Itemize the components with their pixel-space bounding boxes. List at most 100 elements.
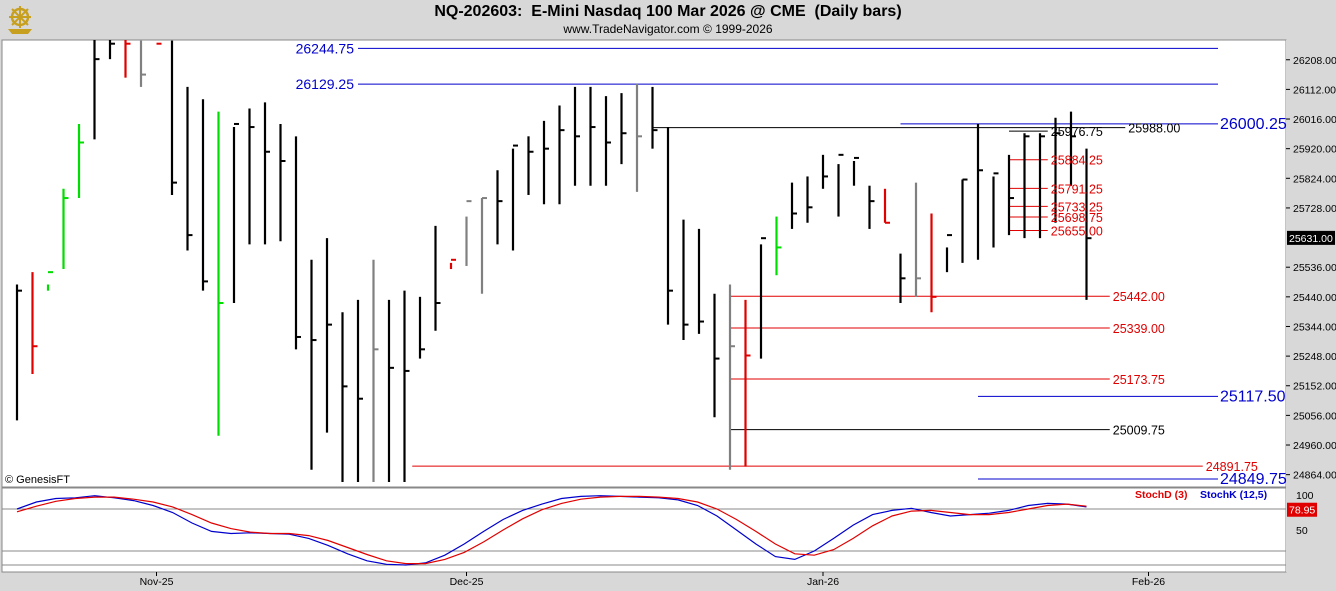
price-tick-label: 25344.00 — [1293, 321, 1336, 333]
ohlc-bar — [573, 86, 580, 186]
ohlc-bar — [418, 296, 425, 359]
stoch-last-label: 78.95 — [1289, 505, 1315, 517]
chart-header: NQ-202603: E-Mini Nasdaq 100 Mar 2026 @ … — [0, 0, 1336, 40]
ohlc-bar — [589, 86, 596, 186]
ohlc-bar — [124, 40, 131, 78]
ohlc-bar — [108, 40, 115, 60]
ohlc-bar — [511, 144, 518, 251]
ohlc-bar — [1069, 111, 1076, 186]
ohlc-bar — [635, 83, 642, 192]
ohlc-bar — [372, 259, 379, 483]
ohlc-bar — [387, 299, 394, 483]
ohlc-bar — [356, 299, 363, 483]
ohlc-bar — [728, 284, 735, 470]
price-tick-label: 24864.00 — [1293, 470, 1336, 482]
ohlc-bar — [775, 216, 782, 276]
level-label-11: 25339.00 — [1113, 322, 1165, 336]
stoch-series — [16, 495, 1087, 565]
ohlc-bar — [341, 312, 348, 483]
stoch-tick-label: 50 — [1296, 525, 1308, 537]
price-tick-label: 25920.00 — [1293, 144, 1336, 156]
ohlc-bar — [744, 299, 751, 467]
ohlc-bar — [790, 182, 797, 229]
ohlc-bar — [527, 136, 534, 195]
stoch-last-box — [1287, 502, 1317, 517]
level-label-5: 25884.25 — [1051, 154, 1103, 168]
ohlc-bar — [821, 154, 828, 189]
ohlc-bar — [883, 188, 890, 224]
ohlc-bar — [46, 271, 53, 291]
ohlc-bar — [620, 93, 627, 165]
level-label-15: 24891.75 — [1206, 460, 1258, 474]
ohlc-bar — [31, 272, 38, 375]
watermark: © GenesisFT — [5, 474, 70, 486]
ohlc-bar — [434, 225, 441, 331]
level-label-4: 25976.75 — [1051, 125, 1103, 139]
ohlc-bar — [1038, 133, 1045, 239]
ohlc-bar — [201, 99, 208, 291]
level-label-1: 26129.25 — [296, 76, 355, 92]
ohlc-bar — [945, 234, 952, 273]
level-label-2: 26000.25 — [1220, 116, 1287, 133]
level-label-14: 25009.75 — [1113, 424, 1165, 438]
ohlc-bar — [666, 127, 673, 325]
ohlc-bar — [806, 176, 813, 223]
ohlc-bar — [325, 238, 332, 433]
legend-stochk: StochK (12,5) — [1200, 489, 1267, 501]
ohlc-bar — [77, 123, 84, 199]
ohlc-bar — [682, 219, 689, 341]
x-tick-label: Jan-26 — [807, 576, 839, 588]
legend-stochd: StochD (3) — [1135, 489, 1188, 501]
ohlc-bar — [279, 123, 286, 242]
level-label-10: 25442.00 — [1113, 290, 1165, 304]
stoch-series — [16, 495, 1087, 566]
level-label-3: 25988.00 — [1128, 122, 1180, 136]
level-label-16: 24849.75 — [1220, 471, 1287, 488]
price-tick-label: 25248.00 — [1293, 351, 1336, 363]
level-label-6: 25791.25 — [1051, 182, 1103, 196]
price-axis-area — [1286, 40, 1336, 572]
ohlc-bar — [310, 259, 317, 470]
ohlc-bar — [961, 178, 968, 263]
stochastic-pane[interactable] — [1, 487, 1287, 573]
ohlc-bar — [15, 284, 22, 421]
price-tick-label: 26112.00 — [1293, 84, 1336, 96]
ohlc-bar — [1007, 154, 1014, 236]
ship-helm-icon — [8, 6, 32, 34]
price-tick-label: 25536.00 — [1293, 262, 1336, 274]
ohlc-bar — [930, 213, 937, 313]
ohlc-bar — [62, 188, 69, 270]
price-tick-label: 25728.00 — [1293, 203, 1336, 215]
price-tick-label: 25152.00 — [1293, 381, 1336, 393]
ohlc-bar — [542, 120, 549, 205]
ohlc-bar — [156, 42, 162, 45]
x-tick-label: Dec-25 — [450, 576, 484, 588]
ohlc-bar — [248, 108, 255, 245]
level-label-0: 26244.75 — [296, 40, 355, 56]
ohlc-bar — [186, 86, 193, 251]
ohlc-bar — [992, 172, 999, 248]
ohlc-bar — [93, 40, 100, 140]
price-pane[interactable] — [1, 39, 1287, 488]
last-price-box — [1287, 230, 1335, 245]
chart-subtitle: www.TradeNavigator.com © 1999-2026 — [563, 22, 773, 36]
level-label-7: 25733.25 — [1051, 200, 1103, 214]
ohlc-bar — [403, 290, 410, 483]
ohlc-bar — [713, 293, 720, 418]
ohlc-bar — [651, 86, 658, 149]
price-tick-label: 24960.00 — [1293, 440, 1336, 452]
ohlc-bar — [170, 40, 177, 195]
price-tick-label: 26016.00 — [1293, 114, 1336, 126]
level-label-8: 25698.75 — [1051, 211, 1103, 225]
price-bars — [15, 40, 1092, 483]
ohlc-bar — [263, 102, 270, 245]
price-tick-label: 25824.00 — [1293, 173, 1336, 185]
price-tick-label: 25056.00 — [1293, 410, 1336, 422]
ohlc-bar — [976, 123, 983, 260]
price-tick-label: 25440.00 — [1293, 292, 1336, 304]
level-label-13: 25117.50 — [1220, 388, 1286, 405]
x-tick-label: Nov-25 — [140, 576, 174, 588]
level-label-12: 25173.75 — [1113, 373, 1165, 387]
last-price-label: 25631.00 — [1289, 233, 1333, 245]
